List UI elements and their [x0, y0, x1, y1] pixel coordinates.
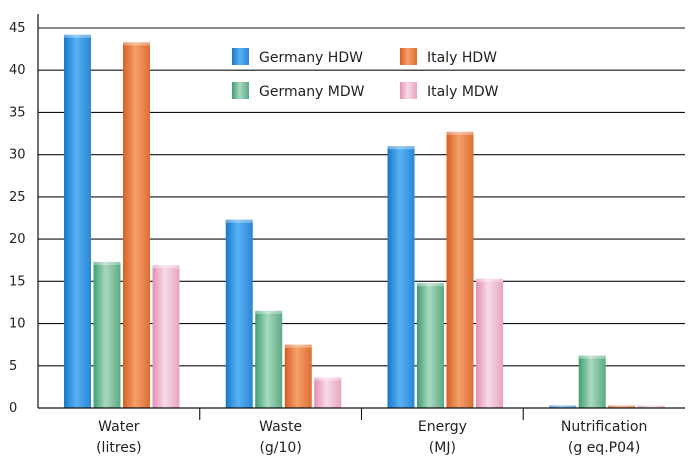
category-label-nutrification: Nutrification [561, 419, 647, 435]
bar-nutrification-germany-hdw [549, 405, 577, 408]
category-sublabel-water: (litres) [96, 440, 142, 456]
y-axis-ticks: 0 5 10 15 20 25 30 35 40 45 [9, 21, 26, 416]
bar-energy-italy-hdw [446, 131, 474, 408]
bar-water-germany-mdw-cap [93, 261, 121, 265]
bar-nutrification-germany-hdw-cap [549, 405, 577, 408]
bar-nutrification-germany-mdw [578, 355, 606, 408]
bar-energy-italy-hdw-cap [446, 131, 474, 135]
bar-waste-germany-hdw-cap [225, 219, 253, 223]
bar-waste-italy-hdw [284, 344, 312, 408]
bar-waste-germany-hdw [225, 219, 253, 408]
bar-nutrification-italy-mdw-cap [637, 405, 665, 408]
legend-swatch-germany-mdw [232, 82, 249, 99]
category-labels: Water (litres) Waste (g/10) Energy (MJ) Nutrif… [96, 419, 647, 456]
bar-water-italy-hdw [123, 42, 150, 408]
bar-water-italy-mdw-cap [152, 265, 180, 269]
y-tick-label-35: 35 [9, 105, 26, 120]
bar-energy-italy-mdw [476, 278, 503, 408]
category-sublabel-waste: (g/10) [259, 440, 301, 456]
bar-nutrification-germany-mdw-cap [578, 355, 606, 359]
bar-energy-italy-mdw-cap [476, 278, 503, 282]
y-tick-label-10: 10 [9, 317, 26, 332]
y-tick-label-0: 0 [9, 401, 17, 416]
axes [37, 14, 685, 420]
legend-swatch-italy-hdw [400, 48, 417, 65]
bar-energy-germany-mdw [417, 283, 444, 408]
legend-swatch-italy-mdw [400, 82, 417, 99]
y-tick-label-45: 45 [9, 21, 26, 36]
y-tick-label-25: 25 [9, 190, 26, 205]
bar-waste-germany-mdw-cap [255, 310, 283, 314]
y-tick-label-40: 40 [9, 63, 26, 78]
bar-waste-italy-mdw [314, 377, 342, 408]
category-sublabel-energy: (MJ) [429, 440, 456, 456]
category-label-energy: Energy [418, 419, 467, 435]
bar-energy-germany-mdw-cap [417, 283, 444, 287]
y-tick-label-15: 15 [9, 274, 26, 289]
legend-label-germany-mdw: Germany MDW [259, 84, 365, 100]
bar-water-germany-mdw [93, 261, 121, 408]
legend-label-italy-mdw: Italy MDW [427, 84, 499, 100]
bar-waste-italy-mdw-cap [314, 377, 342, 381]
category-sublabel-nutrification: (g eq.P04) [568, 440, 640, 456]
bar-water-germany-hdw-cap [64, 34, 91, 38]
legend-label-germany-hdw: Germany HDW [259, 50, 363, 66]
bar-nutrification-italy-hdw-cap [608, 405, 636, 408]
bar-nutrification-italy-hdw [608, 405, 636, 408]
legend-label-italy-hdw: Italy HDW [427, 50, 497, 66]
y-tick-label-30: 30 [9, 148, 26, 163]
bar-energy-germany-hdw-cap [387, 146, 415, 150]
y-tick-label-20: 20 [9, 232, 26, 247]
legend-swatch-germany-hdw [232, 48, 249, 65]
y-tick-label-5: 5 [9, 359, 17, 374]
legend: Germany HDW Italy HDW Germany MDW Italy MDW [232, 48, 499, 100]
category-label-waste: Waste [259, 419, 302, 435]
bar-water-germany-hdw [64, 34, 91, 408]
bar-nutrification-italy-mdw [637, 405, 665, 408]
bar-waste-germany-mdw [255, 310, 283, 408]
bar-energy-germany-hdw [387, 146, 415, 408]
bar-waste-italy-hdw-cap [284, 344, 312, 348]
category-label-water: Water [98, 419, 140, 435]
bars [64, 34, 665, 408]
bar-water-italy-hdw-cap [123, 42, 150, 46]
bar-water-italy-mdw [152, 265, 180, 408]
